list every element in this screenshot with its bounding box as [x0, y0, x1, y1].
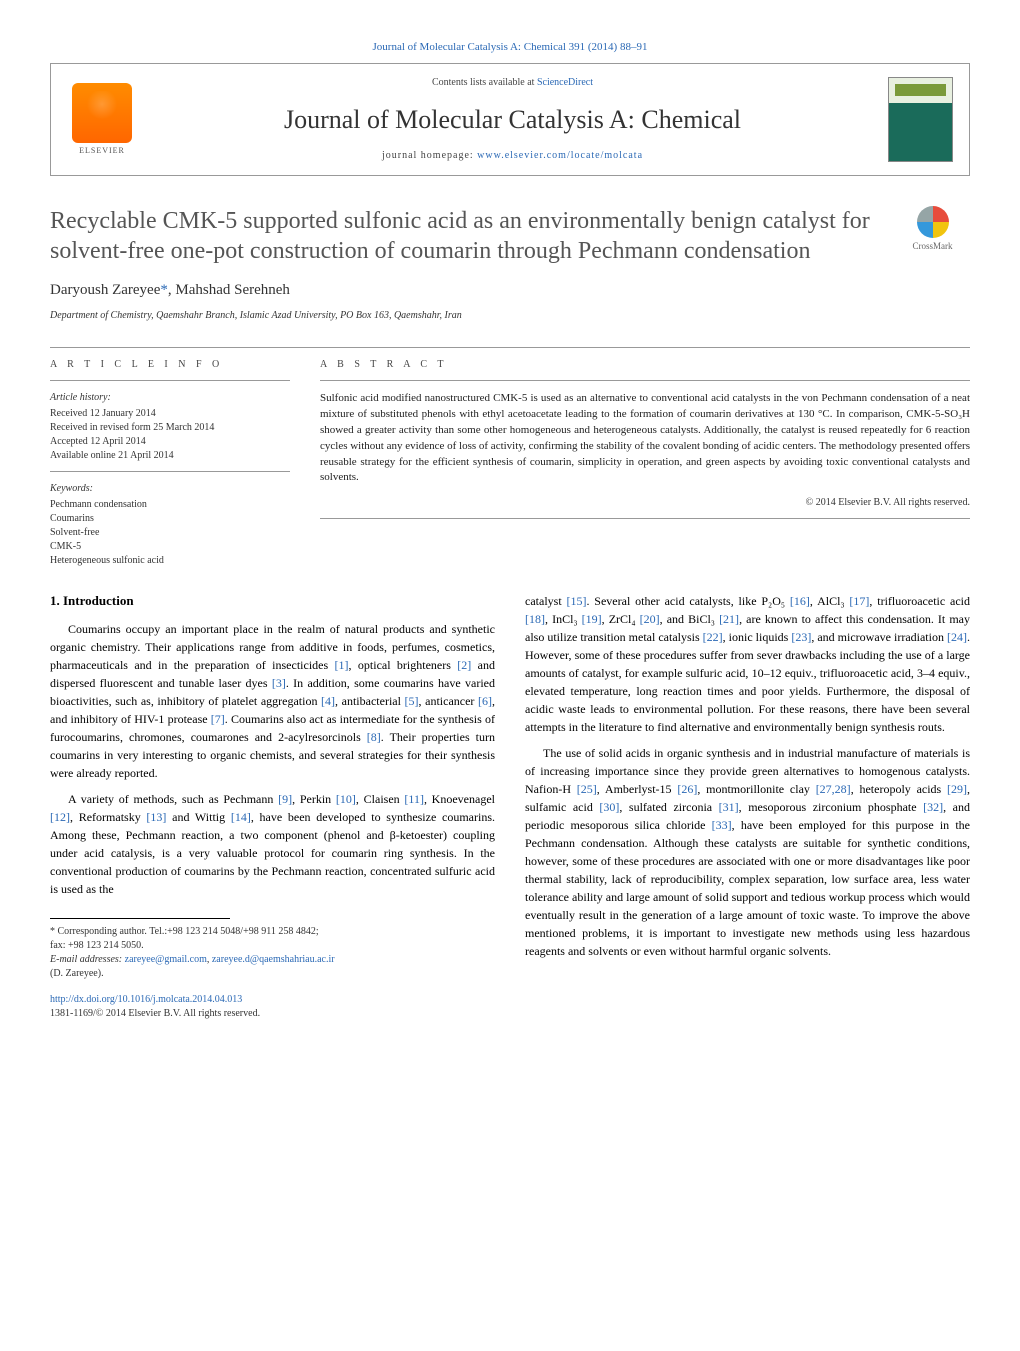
keyword: Solvent-free — [50, 526, 290, 540]
ref-link[interactable]: [3] — [272, 676, 286, 690]
abstract-label: A B S T R A C T — [320, 358, 970, 372]
journal-name: Journal of Molecular Catalysis A: Chemic… — [137, 102, 888, 138]
online-date: Available online 21 April 2014 — [50, 449, 290, 463]
article-title: Recyclable CMK-5 supported sulfonic acid… — [50, 206, 970, 266]
abstract-copyright: © 2014 Elsevier B.V. All rights reserved… — [320, 496, 970, 510]
email-link-2[interactable]: zareyee.d@qaemshahriau.ac.ir — [212, 954, 335, 965]
crossmark-label: CrossMark — [895, 240, 970, 253]
journal-header: ELSEVIER Contents lists available at Sci… — [50, 63, 970, 175]
history-head: Article history: — [50, 391, 290, 405]
author-1: Daryoush Zareyee — [50, 282, 160, 298]
sciencedirect-link[interactable]: ScienceDirect — [537, 77, 593, 88]
ref-link[interactable]: [22] — [703, 630, 723, 644]
homepage-link[interactable]: www.elsevier.com/locate/molcata — [477, 150, 643, 161]
ref-link[interactable]: [24] — [947, 630, 967, 644]
ref-link[interactable]: [7] — [211, 712, 225, 726]
abstract-column: A B S T R A C T Sulfonic acid modified n… — [320, 358, 970, 568]
ref-link[interactable]: [13] — [146, 810, 166, 824]
issn-line: 1381-1169/© 2014 Elsevier B.V. All right… — [50, 1007, 495, 1021]
divider — [50, 471, 290, 472]
divider — [320, 380, 970, 381]
email-suffix: (D. Zareyee). — [50, 967, 495, 981]
crossmark-icon — [917, 206, 949, 238]
keyword: Heterogeneous sulfonic acid — [50, 554, 290, 568]
ref-link[interactable]: [18] — [525, 612, 545, 626]
contents-line: Contents lists available at ScienceDirec… — [137, 76, 888, 90]
doi-link[interactable]: http://dx.doi.org/10.1016/j.molcata.2014… — [50, 994, 242, 1005]
homepage-prefix: journal homepage: — [382, 150, 477, 161]
ref-link[interactable]: [2] — [457, 658, 471, 672]
corr-email-line: E-mail addresses: zareyee@gmail.com, zar… — [50, 953, 495, 967]
ref-link[interactable]: [21] — [719, 612, 739, 626]
ref-link[interactable]: [8] — [367, 730, 381, 744]
intro-para-3: catalyst [15]. Several other acid cataly… — [525, 592, 970, 736]
crossmark-badge[interactable]: CrossMark — [895, 206, 970, 253]
article-info-column: A R T I C L E I N F O Article history: R… — [50, 358, 290, 568]
contents-prefix: Contents lists available at — [432, 77, 537, 88]
ref-link[interactable]: [12] — [50, 810, 70, 824]
footer-divider — [50, 918, 230, 919]
ref-link[interactable]: [19] — [582, 612, 602, 626]
keyword: Pechmann condensation — [50, 498, 290, 512]
top-citation: Journal of Molecular Catalysis A: Chemic… — [50, 40, 970, 55]
ref-link[interactable]: [1] — [335, 658, 349, 672]
ref-link[interactable]: [15] — [566, 594, 586, 608]
ref-link[interactable]: [10] — [336, 792, 356, 806]
divider — [50, 347, 970, 348]
accepted-date: Accepted 12 April 2014 — [50, 435, 290, 449]
author-2: , Mahshad Serehneh — [168, 282, 290, 298]
ref-link[interactable]: [16] — [790, 594, 810, 608]
ref-link[interactable]: [30] — [599, 800, 619, 814]
email-label: E-mail addresses: — [50, 954, 125, 965]
body-column-right: catalyst [15]. Several other acid cataly… — [525, 592, 970, 1021]
homepage-line: journal homepage: www.elsevier.com/locat… — [137, 149, 888, 163]
body-columns: 1. Introduction Coumarins occupy an impo… — [50, 592, 970, 1021]
divider — [320, 518, 970, 519]
introduction-heading: 1. Introduction — [50, 592, 495, 610]
intro-para-4: The use of solid acids in organic synthe… — [525, 744, 970, 960]
journal-cover-icon — [888, 77, 953, 162]
ref-link[interactable]: [9] — [278, 792, 292, 806]
ref-link[interactable]: [26] — [677, 782, 697, 796]
ref-link[interactable]: [4] — [321, 694, 335, 708]
ref-link[interactable]: [14] — [231, 810, 251, 824]
corr-fax: fax: +98 123 214 5050. — [50, 939, 495, 953]
divider — [50, 380, 290, 381]
intro-para-2: A variety of methods, such as Pechmann [… — [50, 790, 495, 898]
received-date: Received 12 January 2014 — [50, 407, 290, 421]
ref-link[interactable]: [6] — [478, 694, 492, 708]
affiliation: Department of Chemistry, Qaemshahr Branc… — [50, 309, 970, 323]
ref-link[interactable]: [20] — [640, 612, 660, 626]
ref-link[interactable]: [11] — [404, 792, 424, 806]
corr-tel: * Corresponding author. Tel.:+98 123 214… — [50, 925, 495, 939]
email-link-1[interactable]: zareyee@gmail.com — [125, 954, 207, 965]
ref-link[interactable]: [33] — [712, 818, 732, 832]
abstract-text: Sulfonic acid modified nanostructured CM… — [320, 391, 970, 487]
ref-link[interactable]: [25] — [577, 782, 597, 796]
keyword: Coumarins — [50, 512, 290, 526]
elsevier-logo: ELSEVIER — [67, 80, 137, 160]
ref-link[interactable]: [29] — [947, 782, 967, 796]
publisher-name: ELSEVIER — [79, 145, 125, 156]
ref-link[interactable]: [5] — [405, 694, 419, 708]
keyword: CMK-5 — [50, 540, 290, 554]
ref-link[interactable]: [23] — [791, 630, 811, 644]
body-column-left: 1. Introduction Coumarins occupy an impo… — [50, 592, 495, 1021]
intro-para-1: Coumarins occupy an important place in t… — [50, 620, 495, 782]
ref-link[interactable]: [31] — [719, 800, 739, 814]
keywords-head: Keywords: — [50, 482, 290, 496]
corresponding-marker: * — [160, 282, 168, 298]
revised-date: Received in revised form 25 March 2014 — [50, 421, 290, 435]
ref-link[interactable]: [27,28] — [816, 782, 851, 796]
authors-line: Daryoush Zareyee*, Mahshad Serehneh — [50, 280, 970, 301]
elsevier-tree-icon — [72, 83, 132, 143]
ref-link[interactable]: [17] — [849, 594, 869, 608]
article-info-label: A R T I C L E I N F O — [50, 358, 290, 372]
corresponding-footer: * Corresponding author. Tel.:+98 123 214… — [50, 918, 495, 1021]
ref-link[interactable]: [32] — [923, 800, 943, 814]
